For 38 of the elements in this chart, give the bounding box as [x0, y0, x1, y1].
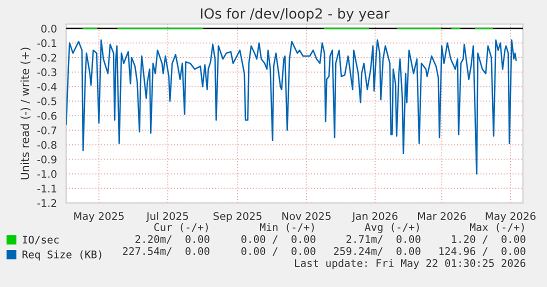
legend-label: Req Size (KB)	[22, 250, 102, 260]
y-axis-title: Units read (-) / write (+)	[20, 48, 30, 180]
text: 2.20m/ 0.00	[136, 235, 210, 244]
y-tick-label: -0.1	[37, 39, 56, 48]
legend-label: IO/sec	[22, 236, 59, 244]
x-tick-label: Mar 2026	[418, 212, 466, 220]
text: Min (-/+)	[260, 222, 314, 232]
y-tick-label: -0.9	[37, 156, 56, 164]
y-tick-label: -1.1	[37, 184, 56, 192]
x-tick-label: Jul 2025	[146, 212, 188, 222]
y-tick-label: -0.3	[37, 68, 56, 76]
y-tick-label: -0.8	[37, 140, 56, 149]
y-tick-label: -1.2	[37, 199, 56, 207]
text: Avg (-/+)	[364, 222, 419, 234]
chart-title: IOs for /dev/loop2 - by year	[200, 8, 390, 22]
line-series	[66, 39, 517, 175]
y-tick-label: -0.5	[37, 97, 56, 106]
y-tick-label: -0.6	[37, 112, 57, 120]
x-tick-label: May 2025	[74, 212, 124, 222]
y-tick-label: -1.0	[37, 170, 56, 178]
text: 0.00 / 0.00	[241, 247, 316, 256]
x-tick-label: Sep 2025	[214, 212, 262, 222]
text: 124.96 / 0.00	[439, 247, 526, 256]
text: 227.54m/ 0.00	[122, 247, 210, 256]
x-tick-label: Jan 2026	[352, 212, 398, 222]
x-tick-label: May 2026	[486, 212, 536, 222]
y-tick-label: -0.4	[37, 82, 57, 91]
text: Last update: Fri May 22 01:30:25 2026	[295, 258, 526, 270]
text: Cur (-/+)	[154, 223, 208, 232]
y-tick-label: 0.0	[41, 24, 56, 33]
x-tick-label: Nov 2025	[282, 212, 331, 220]
text: Max (-/+)	[470, 223, 524, 232]
y-tick-label: -0.2	[37, 54, 56, 62]
text: 2.71m/ 0.00	[346, 235, 420, 244]
text: 259.24m/ 0.00	[334, 247, 420, 256]
text: 1.20 / 0.00	[452, 235, 526, 244]
y-tick-label: -0.7	[37, 126, 56, 134]
text: 0.00 / 0.00	[241, 235, 316, 244]
